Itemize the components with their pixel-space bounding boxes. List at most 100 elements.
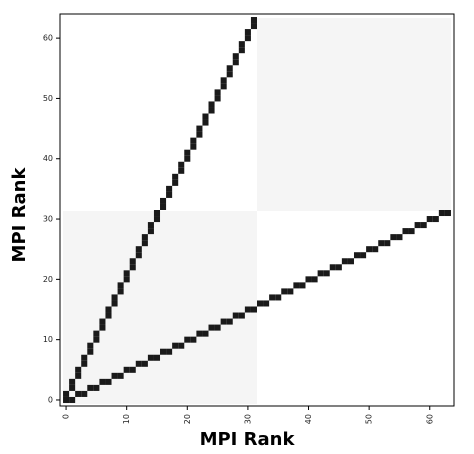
cell (166, 185, 173, 192)
cell (347, 258, 354, 265)
cell (153, 354, 161, 361)
cell (184, 336, 191, 343)
cell (123, 276, 130, 283)
cell (129, 264, 136, 271)
cell (402, 228, 409, 235)
cell (147, 228, 154, 235)
cell (111, 372, 118, 379)
cell (372, 246, 379, 253)
cell (166, 191, 173, 198)
cell (250, 306, 257, 313)
cell (444, 210, 451, 217)
cell (111, 300, 118, 307)
cell (360, 252, 367, 259)
cell (147, 222, 154, 229)
cell (123, 366, 130, 373)
cell (269, 294, 276, 301)
cell (69, 396, 76, 403)
cell (123, 270, 130, 277)
cell (153, 210, 161, 217)
cell (147, 354, 154, 361)
cell (220, 77, 227, 84)
cell (329, 264, 336, 271)
cell (87, 342, 94, 349)
cell (202, 330, 209, 337)
cell (202, 119, 209, 126)
plot-frame (59, 13, 455, 407)
cell (250, 17, 257, 24)
cell (117, 282, 124, 289)
cell (232, 59, 239, 66)
cell (166, 348, 173, 355)
background-block (257, 18, 451, 211)
cell (396, 234, 403, 241)
cell (281, 288, 288, 295)
cell (238, 41, 245, 48)
cell (75, 372, 82, 379)
cell (426, 216, 433, 223)
cell (226, 65, 233, 72)
cell (160, 197, 167, 204)
cell (220, 318, 227, 325)
cell (420, 222, 427, 229)
cell (99, 318, 106, 325)
cell (75, 366, 82, 373)
cell (75, 390, 82, 397)
cell (99, 324, 106, 331)
cell (232, 53, 239, 60)
cell (160, 203, 167, 210)
cell (135, 246, 142, 253)
cell (111, 294, 118, 301)
cell (208, 324, 215, 331)
x-tick-label: 60 (425, 414, 434, 424)
cell (190, 143, 197, 150)
cell (353, 252, 361, 259)
cell (196, 131, 203, 138)
cell (129, 366, 136, 373)
x-axis-title: MPI Rank (200, 429, 296, 450)
cell (202, 113, 209, 120)
cell (293, 282, 300, 289)
cell (178, 342, 185, 349)
cell (184, 155, 191, 162)
x-tick-label: 0 (62, 414, 71, 419)
cell (69, 378, 76, 385)
cell (208, 101, 215, 108)
cell (214, 324, 221, 331)
cell (172, 173, 179, 180)
cell (244, 29, 251, 36)
x-tick-label: 30 (243, 414, 252, 424)
cell (141, 360, 148, 367)
cell (105, 306, 112, 313)
cell (160, 348, 167, 355)
cell (196, 125, 203, 132)
cell (257, 300, 264, 307)
cell (172, 179, 179, 186)
y-tick-label: 10 (43, 335, 53, 344)
cell (105, 378, 112, 385)
cell (438, 210, 445, 217)
cell (135, 360, 142, 367)
cell (190, 336, 197, 343)
cell (184, 149, 191, 156)
cell (238, 312, 245, 319)
cell (378, 240, 385, 247)
cell (244, 306, 251, 313)
cell (226, 318, 233, 325)
x-tick-label: 40 (304, 414, 313, 424)
y-axis-title: MPI Rank (9, 167, 30, 263)
cell (81, 360, 88, 367)
cell (117, 288, 124, 295)
y-tick-label: 0 (48, 395, 53, 404)
cell (87, 384, 94, 391)
cell (414, 222, 421, 229)
cell (178, 167, 185, 174)
cell (275, 294, 282, 301)
cell (263, 300, 270, 307)
cell (232, 312, 239, 319)
cell (129, 258, 136, 265)
cell (317, 270, 324, 277)
cell (135, 252, 142, 259)
cell (220, 83, 227, 90)
